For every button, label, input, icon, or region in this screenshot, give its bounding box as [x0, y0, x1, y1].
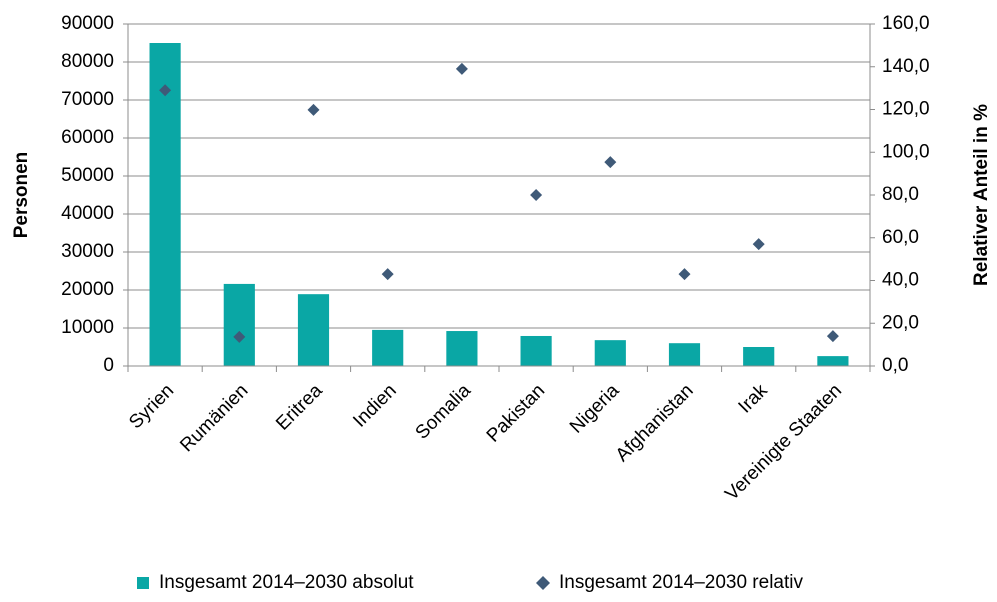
legend-item: Insgesamt 2014–2030 relativ [536, 572, 803, 593]
y2-tick-label: 0,0 [882, 355, 908, 376]
y2-tick-label: 20,0 [882, 312, 919, 333]
y-tick-label: 80000 [61, 51, 114, 72]
bar [223, 283, 255, 366]
bar [520, 335, 552, 366]
diamond-marker [752, 238, 765, 251]
diamond-marker [159, 84, 172, 97]
legend-swatch [137, 577, 149, 589]
y2-tick-label: 80,0 [882, 184, 919, 205]
bar [817, 356, 849, 366]
y2-tick-label: 140,0 [882, 56, 930, 77]
diamond-marker [678, 268, 691, 281]
x-tick-label: Syrien [125, 380, 178, 433]
x-tick-label: Afghanistan [612, 380, 698, 466]
y2-tick-label: 160,0 [882, 13, 930, 34]
diamond-marker [604, 156, 617, 169]
legend-label: Insgesamt 2014–2030 relativ [559, 572, 803, 593]
y-tick-label: 0 [103, 355, 114, 376]
y2-tick-label: 60,0 [882, 227, 919, 248]
y2-tick-label: 100,0 [882, 141, 930, 162]
bar [446, 331, 478, 366]
y2-axis-title: Relativer Anteil in % [971, 104, 992, 286]
diamond-marker [530, 189, 543, 201]
y-tick-label: 60000 [61, 127, 114, 148]
y-tick-label: 90000 [61, 13, 114, 34]
diamond-marker [381, 268, 394, 281]
diamond-marker [826, 330, 839, 343]
y2-tick-label: 40,0 [882, 270, 919, 291]
bar [372, 329, 404, 366]
x-tick-label: Irak [735, 380, 773, 418]
x-tick-label: Eritrea [272, 380, 327, 435]
bar [743, 347, 775, 366]
y-tick-label: 20000 [61, 279, 114, 300]
x-tick-label: Pakistan [483, 380, 549, 446]
x-tick-label: Rumänien [176, 380, 252, 456]
bar [668, 343, 701, 366]
diamond-marker [307, 103, 320, 116]
x-tick-label: Nigeria [566, 380, 624, 438]
legend-item: Insgesamt 2014–2030 absolut [137, 572, 414, 593]
y2-tick-label: 120,0 [882, 99, 930, 120]
y-tick-label: 40000 [61, 203, 114, 224]
y-tick-label: 30000 [61, 241, 114, 262]
y-tick-label: 50000 [61, 165, 114, 186]
diamond-marker [233, 330, 246, 343]
x-tick-label: Indien [349, 380, 400, 431]
diamond-marker [455, 62, 468, 75]
y-axis-title: Personen [11, 152, 32, 239]
x-tick-label: Somalia [412, 380, 476, 444]
bar [149, 43, 181, 366]
legend-swatch [536, 576, 550, 590]
bar [594, 340, 626, 366]
y-tick-label: 10000 [61, 317, 114, 338]
bar [297, 294, 330, 366]
legend-label: Insgesamt 2014–2030 absolut [159, 572, 414, 593]
y-tick-label: 70000 [61, 89, 114, 110]
